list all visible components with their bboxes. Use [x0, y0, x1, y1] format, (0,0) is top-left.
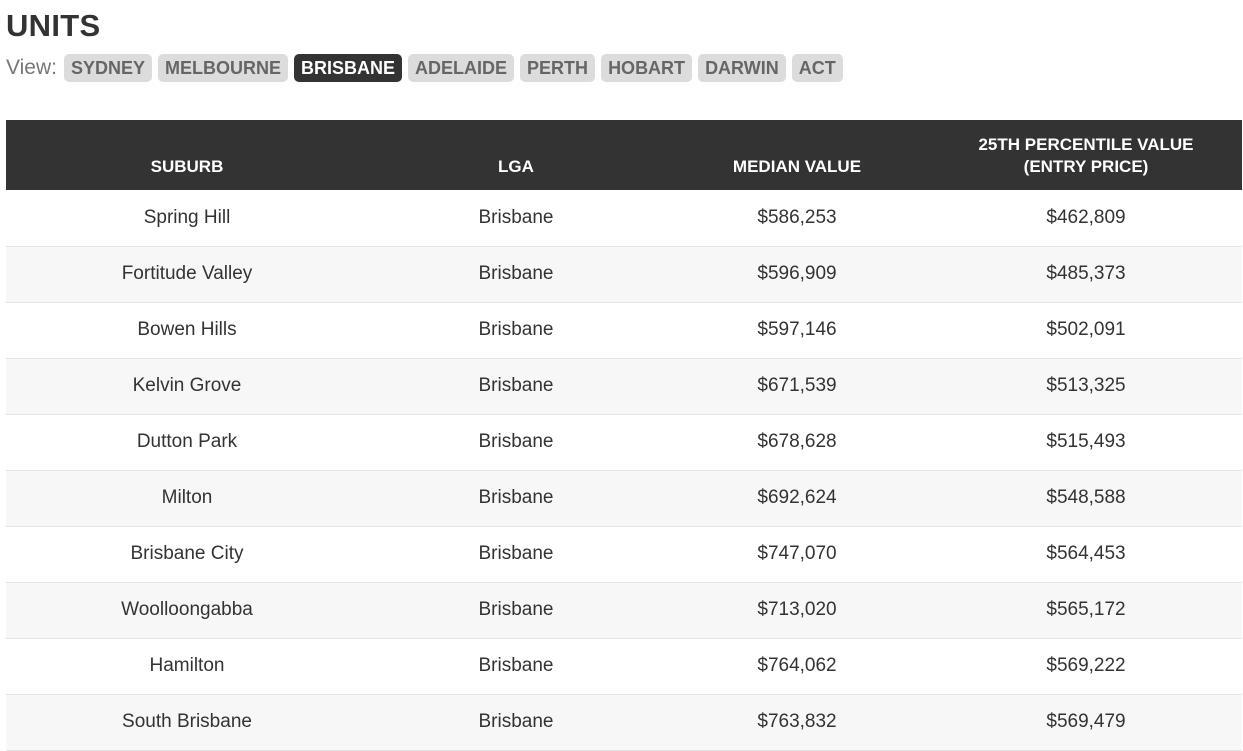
- cell-suburb: Kelvin Grove: [6, 358, 368, 415]
- cell-suburb: Woolloongabba: [6, 582, 368, 639]
- cell-lga: Brisbane: [368, 190, 664, 247]
- cell-median-value: $692,624: [664, 470, 930, 527]
- table-row: Woolloongabba Brisbane $713,020 $565,172: [6, 582, 1242, 639]
- cell-25th-percentile: $569,222: [930, 638, 1242, 695]
- page-title: UNITS: [6, 8, 101, 43]
- tab-act[interactable]: ACT: [791, 54, 843, 82]
- tab-perth[interactable]: PERTH: [520, 54, 596, 82]
- table-row: Kelvin Grove Brisbane $671,539 $513,325: [6, 358, 1242, 415]
- cell-median-value: $763,832: [664, 694, 930, 751]
- cell-median-value: $713,020: [664, 582, 930, 639]
- header-suburb: SUBURB: [6, 120, 368, 190]
- units-table: SUBURB LGA MEDIAN VALUE 25TH PERCENTILE …: [6, 120, 1242, 751]
- table-row: Fortitude Valley Brisbane $596,909 $485,…: [6, 246, 1242, 303]
- cell-25th-percentile: $502,091: [930, 302, 1242, 359]
- header-25th-percentile-line1: 25TH PERCENTILE VALUE: [978, 135, 1194, 154]
- cell-suburb: Milton: [6, 470, 368, 527]
- cell-suburb: South Brisbane: [6, 694, 368, 751]
- cell-25th-percentile: $462,809: [930, 190, 1242, 247]
- cell-suburb: Hamilton: [6, 638, 368, 695]
- table-row: Dutton Park Brisbane $678,628 $515,493: [6, 414, 1242, 471]
- table-row: Spring Hill Brisbane $586,253 $462,809: [6, 190, 1242, 247]
- table-row: Hamilton Brisbane $764,062 $569,222: [6, 638, 1242, 695]
- tab-hobart[interactable]: HOBART: [601, 54, 693, 82]
- tab-brisbane[interactable]: BRISBANE: [294, 54, 403, 82]
- cell-25th-percentile: $569,479: [930, 694, 1242, 751]
- cell-suburb: Fortitude Valley: [6, 246, 368, 303]
- table-row: Brisbane City Brisbane $747,070 $564,453: [6, 526, 1242, 583]
- cell-25th-percentile: $548,588: [930, 470, 1242, 527]
- cell-lga: Brisbane: [368, 526, 664, 583]
- cell-lga: Brisbane: [368, 358, 664, 415]
- cell-lga: Brisbane: [368, 694, 664, 751]
- cell-25th-percentile: $513,325: [930, 358, 1242, 415]
- view-label: View:: [6, 56, 57, 79]
- cell-lga: Brisbane: [368, 582, 664, 639]
- cell-suburb: Spring Hill: [6, 190, 368, 247]
- cell-suburb: Brisbane City: [6, 526, 368, 583]
- tab-melbourne[interactable]: MELBOURNE: [158, 54, 289, 82]
- cell-median-value: $597,146: [664, 302, 930, 359]
- tab-darwin[interactable]: DARWIN: [698, 54, 786, 82]
- header-25th-percentile-line2: (ENTRY PRICE): [1023, 157, 1149, 176]
- table-row: Milton Brisbane $692,624 $548,588: [6, 470, 1242, 527]
- header-25th-percentile: 25TH PERCENTILE VALUE (ENTRY PRICE): [930, 120, 1242, 190]
- table-header-row: SUBURB LGA MEDIAN VALUE 25TH PERCENTILE …: [6, 120, 1242, 190]
- cell-median-value: $586,253: [664, 190, 930, 247]
- cell-suburb: Bowen Hills: [6, 302, 368, 359]
- cell-lga: Brisbane: [368, 414, 664, 471]
- tab-adelaide[interactable]: ADELAIDE: [408, 54, 515, 82]
- cell-median-value: $747,070: [664, 526, 930, 583]
- tab-sydney[interactable]: SYDNEY: [63, 54, 153, 82]
- cell-lga: Brisbane: [368, 470, 664, 527]
- cell-25th-percentile: $564,453: [930, 526, 1242, 583]
- cell-median-value: $671,539: [664, 358, 930, 415]
- cell-lga: Brisbane: [368, 246, 664, 303]
- cell-median-value: $678,628: [664, 414, 930, 471]
- table-row: Bowen Hills Brisbane $597,146 $502,091: [6, 302, 1242, 359]
- cell-suburb: Dutton Park: [6, 414, 368, 471]
- cell-median-value: $764,062: [664, 638, 930, 695]
- cell-lga: Brisbane: [368, 302, 664, 359]
- header-median-value: MEDIAN VALUE: [664, 120, 930, 190]
- cell-25th-percentile: $515,493: [930, 414, 1242, 471]
- table-row: South Brisbane Brisbane $763,832 $569,47…: [6, 694, 1242, 751]
- cell-25th-percentile: $565,172: [930, 582, 1242, 639]
- cell-lga: Brisbane: [368, 638, 664, 695]
- view-selector: View: SYDNEY MELBOURNE BRISBANE ADELAIDE…: [6, 54, 849, 82]
- header-lga: LGA: [368, 120, 664, 190]
- cell-median-value: $596,909: [664, 246, 930, 303]
- cell-25th-percentile: $485,373: [930, 246, 1242, 303]
